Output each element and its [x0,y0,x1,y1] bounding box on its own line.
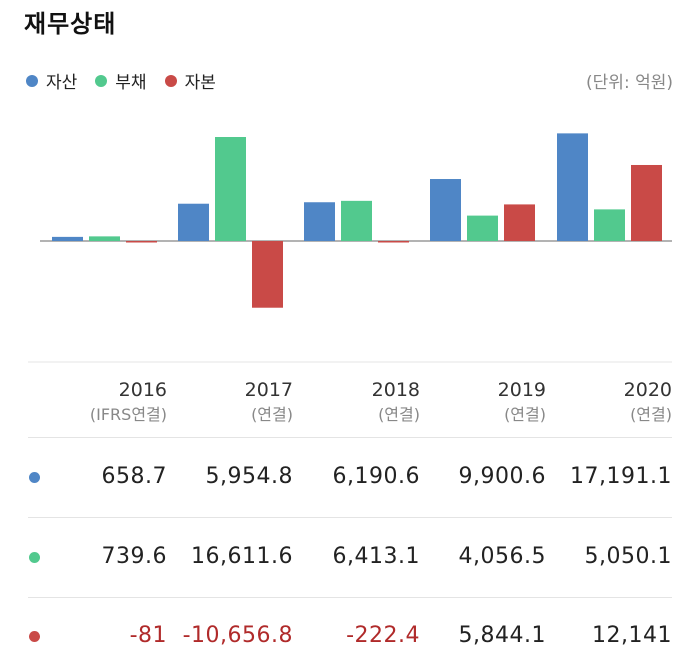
legend-label-liabilities: 부채 [115,73,147,93]
x-tick-sublabel-2019: (연결) [504,405,546,424]
bar-liabilities-2016[interactable] [89,236,120,241]
table-cell-equity-2019: 5,844.1 [458,623,546,648]
legend-label-assets: 자산 [46,73,78,93]
financial-bar-chart: 2016 (IFRS연결) 2017 (연결) 2018 (연결) 2019 (연결) 2020… [28,133,672,424]
bar-liabilities-2017[interactable] [215,137,246,241]
table-divider [28,517,672,518]
bar-liabilities-2018[interactable] [341,200,372,241]
table-cell-liabilities-2016: 739.6 [101,544,167,569]
row-dot-liabilities [29,552,40,563]
bar-assets-2018[interactable] [304,202,335,241]
bar-assets-2016[interactable] [52,236,83,241]
bar-liabilities-2019[interactable] [467,215,498,241]
x-tick-sublabel-2020: (연결) [630,405,672,424]
table-cell-equity-2017: -10,656.8 [182,623,293,648]
table-cell-equity-2018: -222.4 [346,623,420,648]
x-tick-sublabel-2017: (연결) [251,405,293,424]
legend-item-equity[interactable]: 자본 [164,68,216,93]
bar-equity-2019[interactable] [504,204,535,241]
legend-dot-assets [26,74,38,87]
table-cell-liabilities-2020: 5,050.1 [584,544,672,569]
bar-assets-2019[interactable] [430,179,461,241]
unit-label: (단위: 억원) [586,73,673,93]
table-cell-liabilities-2017: 16,611.6 [191,544,293,569]
x-tick-label-2017: 2017 [245,379,293,401]
legend-label-equity: 자본 [184,73,216,93]
x-tick-sublabel-2018: (연결) [378,405,420,424]
bar-equity-2018[interactable] [378,241,409,243]
table-divider [28,437,672,438]
table-cell-liabilities-2019: 4,056.5 [458,544,546,569]
bar-equity-2020[interactable] [631,164,662,241]
bar-equity-2017[interactable] [252,241,283,308]
table-cell-assets-2016: 658.7 [101,464,167,489]
chart-legend: 자산 부채 자본 [26,68,234,93]
legend-dot-liabilities [95,74,108,87]
x-tick-label-2016: 2016 [119,379,167,401]
legend-item-assets[interactable]: 자산 [26,68,77,93]
table-cell-equity-2016: -81 [129,623,167,648]
x-tick-sublabel-2016: (IFRS연결) [90,405,167,424]
x-tick-label-2018: 2018 [372,379,420,401]
x-tick-label-2019: 2019 [498,379,546,401]
table-cell-assets-2018: 6,190.6 [332,464,420,489]
x-tick-label-2020: 2020 [624,379,672,401]
bar-liabilities-2020[interactable] [594,209,625,241]
table-cell-liabilities-2018: 6,413.1 [332,544,420,569]
table-cell-equity-2020: 12,141 [592,623,672,648]
table-divider [28,597,672,598]
bar-assets-2017[interactable] [178,203,209,241]
legend-item-liabilities[interactable]: 부채 [95,68,147,93]
legend-dot-equity [164,74,177,87]
row-dot-equity [29,631,40,642]
table-row-liabilities: 739.6 16,611.6 6,413.1 4,056.5 5,050.1 [0,538,700,578]
table-cell-assets-2017: 5,954.8 [205,464,293,489]
table-cell-assets-2020: 17,191.1 [570,464,672,489]
table-cell-assets-2019: 9,900.6 [458,464,546,489]
row-dot-assets [29,472,40,483]
page-title: 재무상태 [24,10,117,38]
table-row-equity: -81 -10,656.8 -222.4 5,844.1 12,141 [0,617,700,657]
table-row-assets: 658.7 5,954.8 6,190.6 9,900.6 17,191.1 [0,458,700,498]
bar-equity-2016[interactable] [126,241,157,243]
bar-assets-2020[interactable] [557,133,588,241]
